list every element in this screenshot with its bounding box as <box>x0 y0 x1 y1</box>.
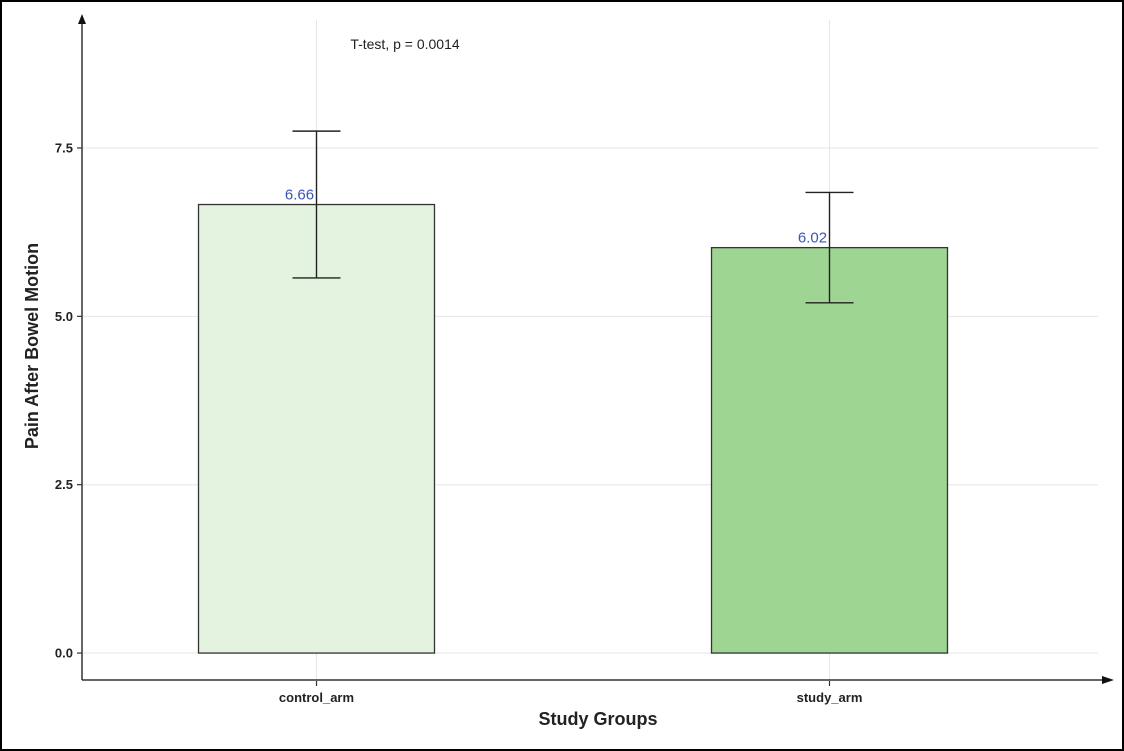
labels-layer: 6.66 6.02 <box>285 187 827 247</box>
y-tick-label: 0.0 <box>55 646 73 661</box>
x-tick-label: study_arm <box>797 690 863 705</box>
x-tick-label: control_arm <box>279 690 354 705</box>
bar-control_arm <box>197 203 436 654</box>
test-annotation: T-test, p = 0.0014 <box>350 36 460 52</box>
x-axis-arrow <box>1102 676 1114 684</box>
bars-layer <box>197 130 949 654</box>
x-axis-title: Study Groups <box>538 709 657 729</box>
y-tick-label: 7.5 <box>55 140 73 155</box>
y-tick-label: 5.0 <box>55 309 73 324</box>
y-axis-title: Pain After Bowel Motion <box>22 243 42 449</box>
bar-study_arm <box>710 246 949 654</box>
ticks-layer: control_arm study_arm 0.0 2.5 5.0 7.5 <box>55 140 862 705</box>
y-tick-label: 2.5 <box>55 477 73 492</box>
axes-layer <box>78 14 1114 684</box>
y-axis-arrow <box>78 14 86 24</box>
value-label-study_arm: 6.02 <box>798 230 827 247</box>
value-label-control_arm: 6.66 <box>285 187 314 204</box>
